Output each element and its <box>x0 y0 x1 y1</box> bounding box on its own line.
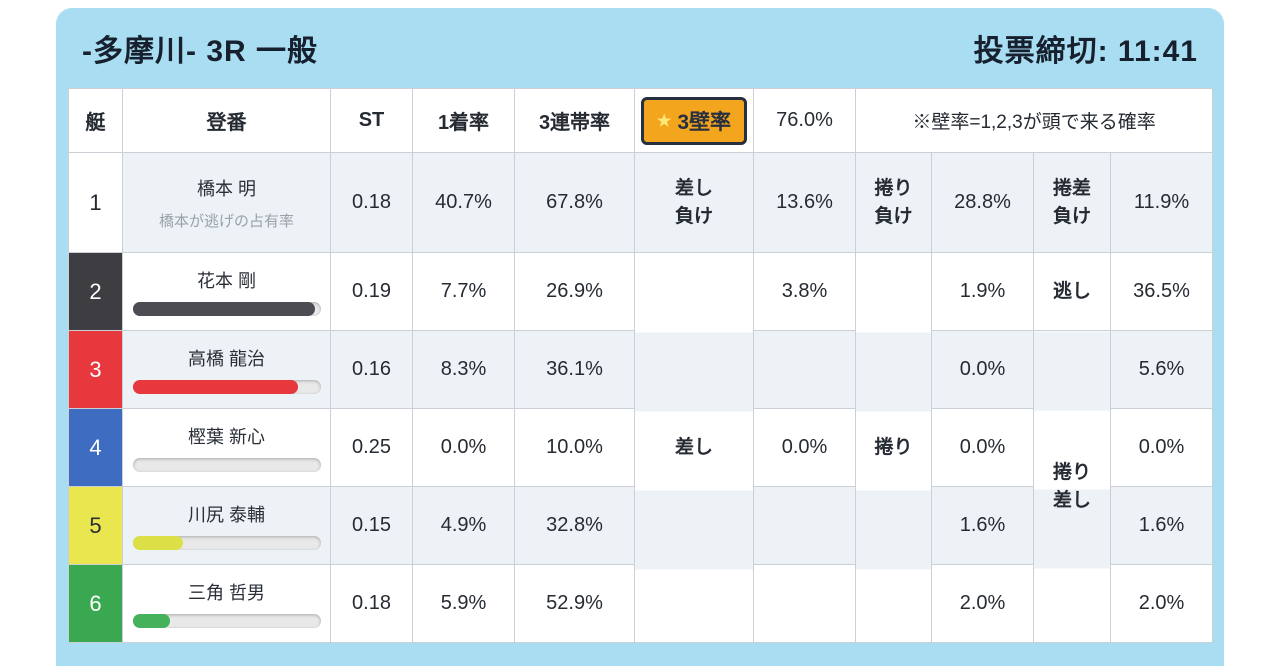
boat-number-2: 2 <box>68 252 123 331</box>
racer-name: 高橋 龍治 <box>187 349 265 369</box>
share-bar-2 <box>132 302 321 316</box>
share-bar-4 <box>132 458 321 472</box>
table-row: 4 樫葉 新心 0.25 0.0% 10.0% 0.0% 0.0% 0.0% <box>68 408 1214 487</box>
st-value: 0.18 <box>330 564 413 643</box>
label-makurizashi-make: 捲差 負け <box>1033 152 1111 253</box>
makurizashi-pct-value: 0.0% <box>1109 408 1214 487</box>
share-bar-fill-5 <box>132 536 184 550</box>
sashi-pct-value: 3.8% <box>753 252 856 331</box>
racer-subtitle: 橋本が逃げの占有率 <box>158 212 294 230</box>
race-table: 艇 登番 ST 1着率 3連帯率 ★ 3壁率 76.0% ※壁率=1,2,3が頭… <box>68 88 1214 643</box>
top3-rate-value: 10.0% <box>514 408 635 487</box>
st-value: 0.25 <box>330 408 413 487</box>
label-makuri: 捲り <box>855 252 932 643</box>
makuri-pct-value: 0.0% <box>931 408 1034 487</box>
sashi-pct-value: 0.0% <box>753 408 856 487</box>
col-header-win-rate: 1着率 <box>412 88 515 153</box>
boat-number-5: 5 <box>68 486 123 565</box>
sashi-pct-value <box>753 330 856 409</box>
win-rate-value: 5.9% <box>412 564 515 643</box>
st-value: 0.19 <box>330 252 413 331</box>
top3-rate-value: 26.9% <box>514 252 635 331</box>
col-header-entry: 登番 <box>122 88 331 153</box>
share-bar-3 <box>132 380 321 394</box>
table-row: 3 高橋 龍治 0.16 8.3% 36.1% 0.0% 捲り 差し 5.6% <box>68 330 1214 643</box>
share-bar-fill-6 <box>132 614 171 628</box>
vote-deadline: 投票締切: 11:41 <box>973 35 1198 68</box>
top3-rate-value: 36.1% <box>514 330 635 409</box>
table-row: 6 三角 哲男 0.18 5.9% 52.9% 2.0% 2.0% <box>68 564 1214 643</box>
label-sashi-make: 差し 負け <box>634 152 754 253</box>
col-header-wall-rate: ★ 3壁率 <box>634 88 754 153</box>
sashi-pct-value <box>753 486 856 565</box>
win-rate-value: 0.0% <box>412 408 515 487</box>
share-bar-fill-2 <box>132 302 315 316</box>
makuri-pct-value: 2.0% <box>931 564 1034 643</box>
win-rate-value: 40.7% <box>412 152 515 253</box>
racer-cell: 高橋 龍治 <box>122 330 331 409</box>
wall-rate-chip[interactable]: ★ 3壁率 <box>641 96 747 145</box>
wall-chip-label: 3壁率 <box>677 110 732 134</box>
panel-header: -多摩川- 3R 一般 投票締切: 11:41 <box>56 8 1224 88</box>
racer-name: 花本 剛 <box>196 271 256 291</box>
racer-name: 川尻 泰輔 <box>187 505 265 525</box>
wall-rate-value: 76.0% <box>753 88 856 153</box>
st-value: 0.18 <box>330 152 413 253</box>
sashi-pct-value <box>753 564 856 643</box>
makurizashi-pct-value: 1.6% <box>1109 486 1214 565</box>
makuri-pct-value: 1.6% <box>931 486 1034 565</box>
racer-cell: 橋本 明 橋本が逃げの占有率 <box>122 152 331 253</box>
top3-rate-value: 67.8% <box>514 152 635 253</box>
table-header-row: 艇 登番 ST 1着率 3連帯率 ★ 3壁率 76.0% ※壁率=1,2,3が頭… <box>68 88 1214 153</box>
makurizashi-pct-value: 36.5% <box>1109 252 1214 331</box>
st-value: 0.16 <box>330 330 413 409</box>
racer-cell: 花本 剛 <box>122 252 331 331</box>
label-nigashi: 逃し <box>1033 252 1111 331</box>
table-row: 5 川尻 泰輔 0.15 4.9% 32.8% 1.6% 1.6% <box>68 486 1214 565</box>
racer-name: 樫葉 新心 <box>187 427 265 447</box>
st-value: 0.15 <box>330 486 413 565</box>
wall-rate-note: ※壁率=1,2,3が頭で来る確率 <box>854 88 1214 153</box>
racer-cell: 三角 哲男 <box>122 564 331 643</box>
makuri-pct-value: 28.8% <box>931 152 1034 253</box>
boat-number-1: 1 <box>68 152 123 253</box>
boat-number-3: 3 <box>68 330 123 409</box>
table-row: 2 花本 剛 0.19 7.7% 26.9% 差し 3.8% 捲り 1.9% 逃… <box>68 252 1214 643</box>
boat-number-6: 6 <box>68 564 123 643</box>
label-sashi: 差し <box>634 252 754 643</box>
col-header-boat: 艇 <box>68 88 123 153</box>
boat-number-4: 4 <box>68 408 123 487</box>
col-header-st: ST <box>330 88 413 153</box>
makuri-pct-value: 1.9% <box>931 252 1034 331</box>
label-makuri-make: 捲り 負け <box>855 152 932 253</box>
win-rate-value: 7.7% <box>412 252 515 331</box>
win-rate-value: 8.3% <box>412 330 515 409</box>
share-bar-fill-3 <box>132 380 298 394</box>
table-row: 1 橋本 明 橋本が逃げの占有率 0.18 40.7% 67.8% 差し 負け … <box>68 152 1214 253</box>
label-makurizashi: 捲り 差し <box>1033 330 1111 643</box>
race-panel: -多摩川- 3R 一般 投票締切: 11:41 艇 登番 ST 1着率 3連帯率… <box>56 8 1224 666</box>
top3-rate-value: 52.9% <box>514 564 635 643</box>
racer-name: 橋本 明 <box>196 178 256 199</box>
race-table-wrap: 艇 登番 ST 1着率 3連帯率 ★ 3壁率 76.0% ※壁率=1,2,3が頭… <box>68 88 1214 643</box>
share-bar-5 <box>132 536 321 550</box>
makurizashi-pct-value: 11.9% <box>1109 152 1214 253</box>
top3-rate-value: 32.8% <box>514 486 635 565</box>
makuri-pct-value: 0.0% <box>931 330 1034 409</box>
star-icon: ★ <box>656 112 672 130</box>
racer-cell: 川尻 泰輔 <box>122 486 331 565</box>
racer-cell: 樫葉 新心 <box>122 408 331 487</box>
makurizashi-pct-value: 5.6% <box>1109 330 1214 409</box>
col-header-top3-rate: 3連帯率 <box>514 88 635 153</box>
share-bar-6 <box>132 614 321 628</box>
makurizashi-pct-value: 2.0% <box>1109 564 1214 643</box>
race-title: -多摩川- 3R 一般 <box>82 35 318 68</box>
sashi-pct-value: 13.6% <box>753 152 856 253</box>
win-rate-value: 4.9% <box>412 486 515 565</box>
racer-name: 三角 哲男 <box>187 583 265 603</box>
